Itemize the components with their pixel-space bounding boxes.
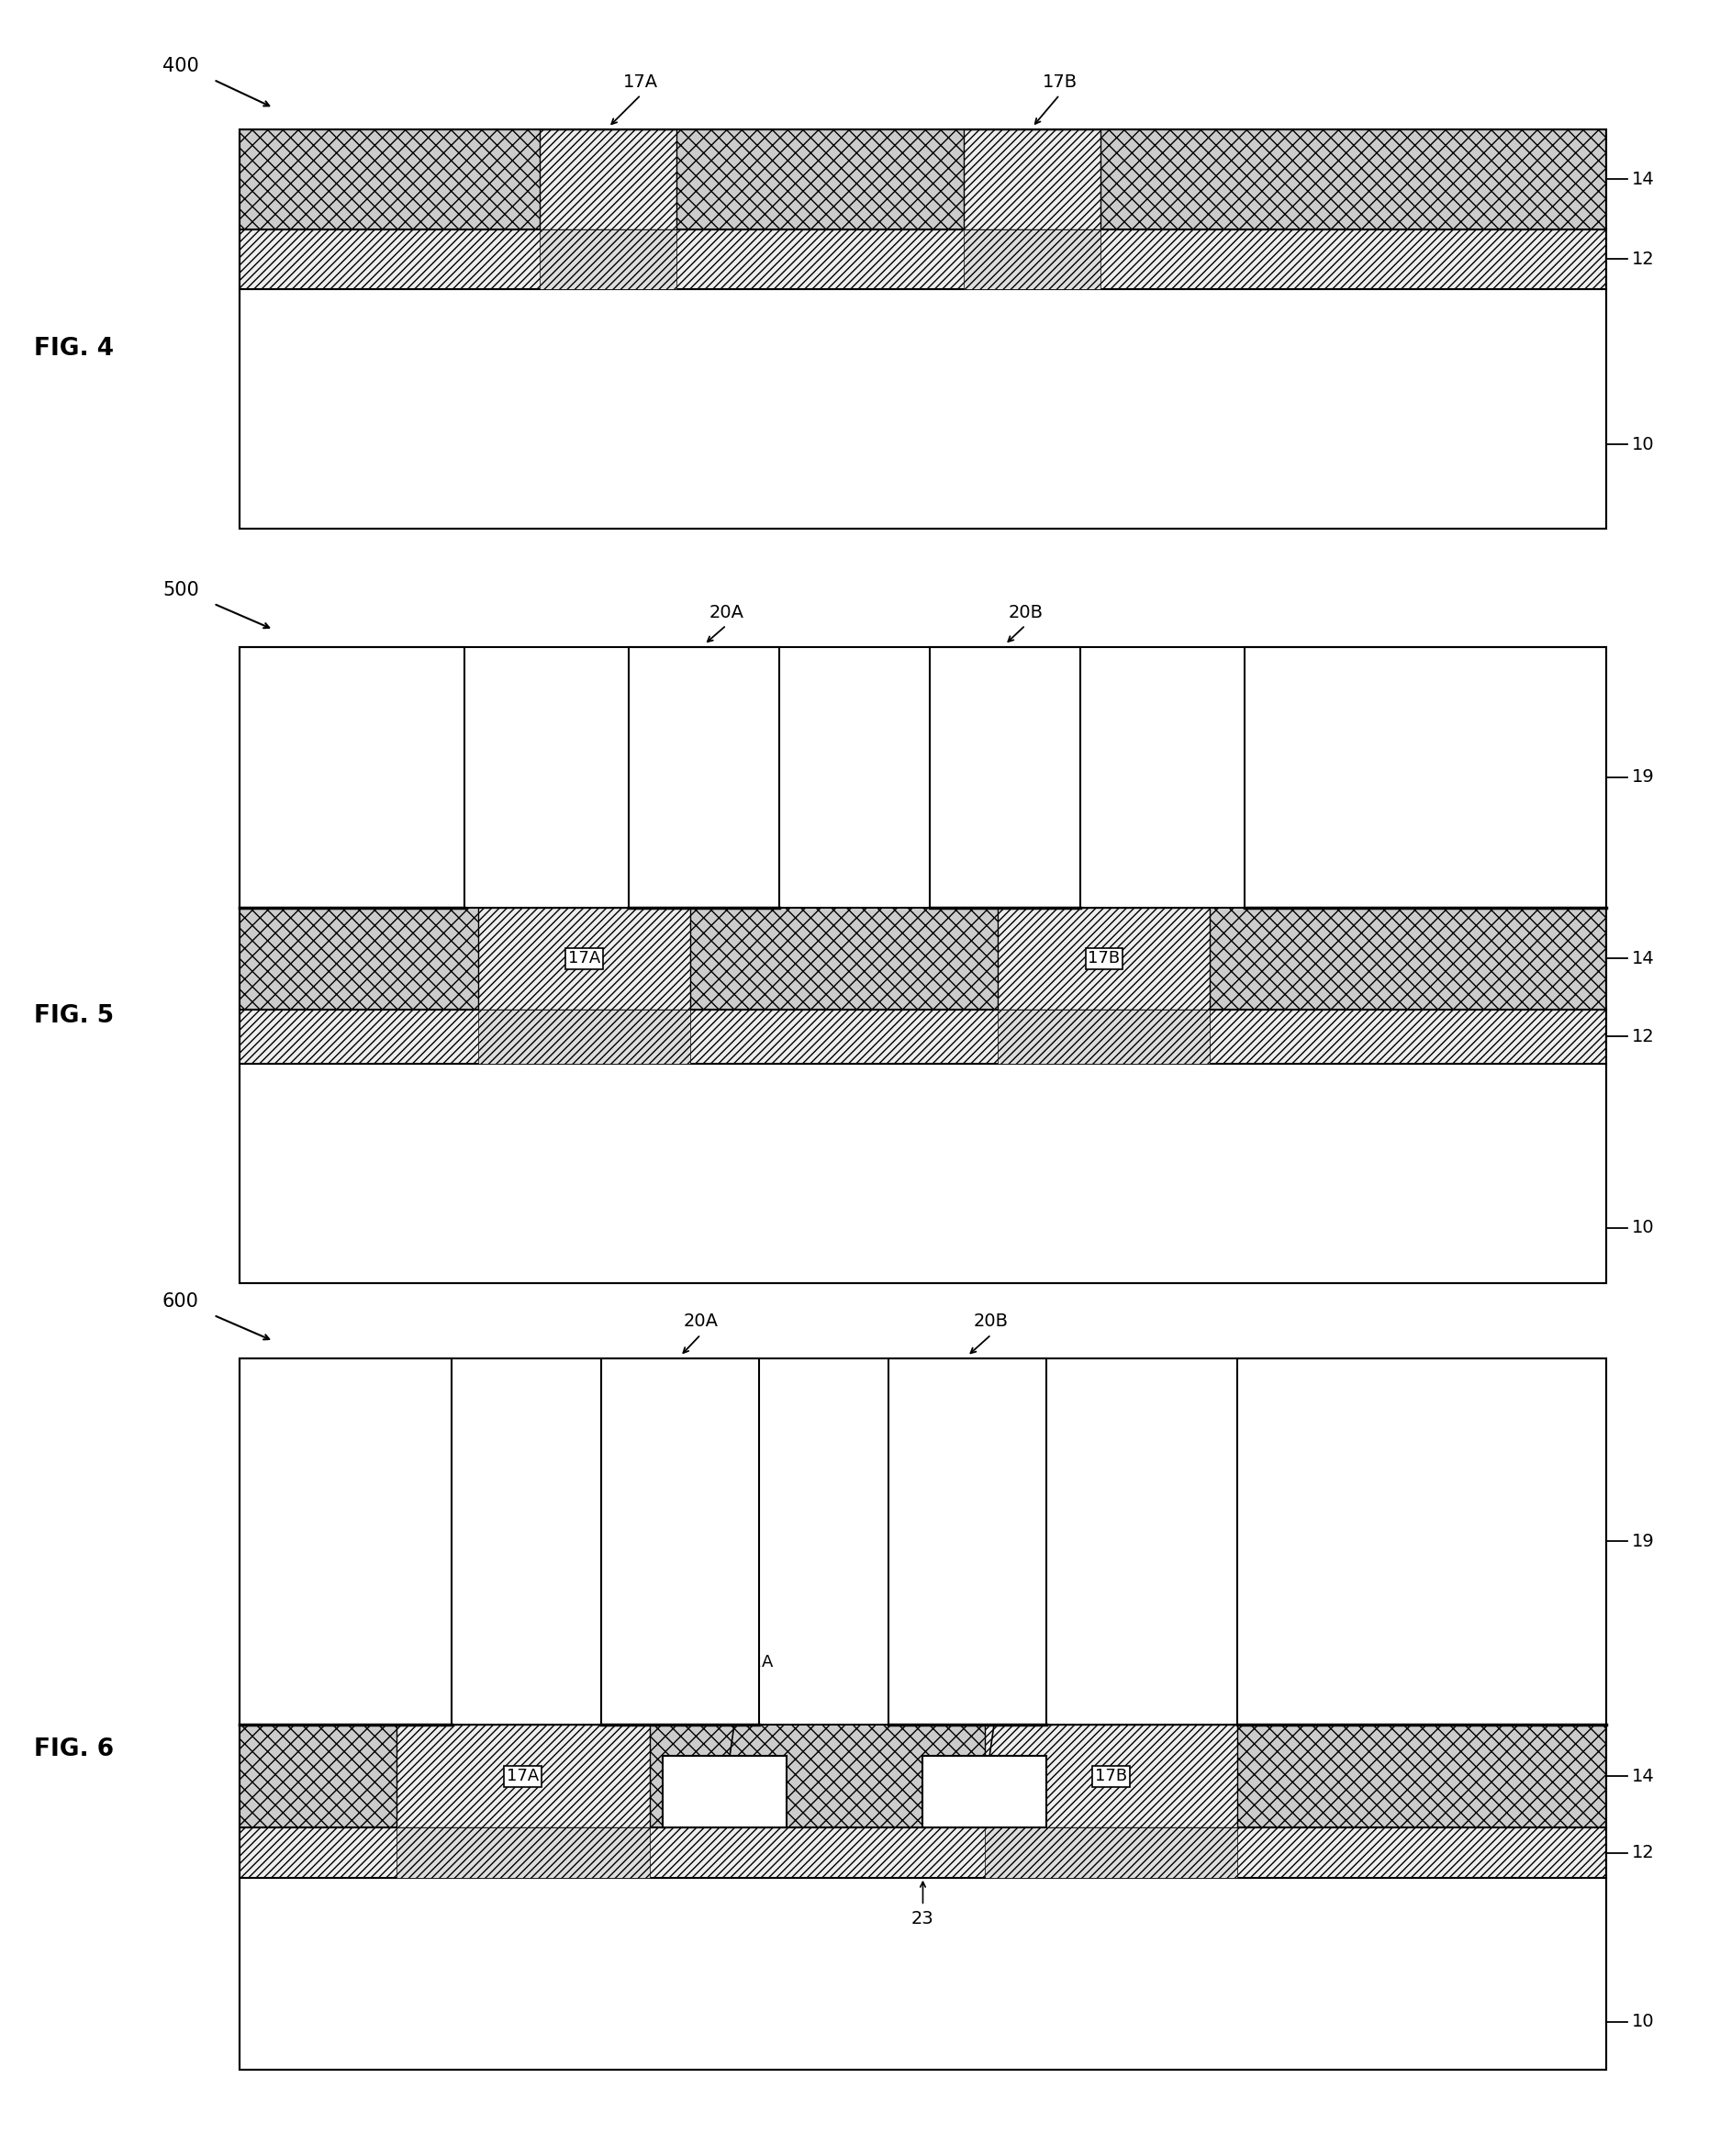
Bar: [629, 647, 779, 908]
Text: 17B: 17B: [1042, 73, 1077, 91]
Text: 12: 12: [1632, 250, 1654, 267]
Text: 10: 10: [1632, 1220, 1654, 1238]
Text: 17B: 17B: [1095, 1768, 1126, 1785]
Bar: [239, 1725, 1606, 1828]
Bar: [239, 1009, 1606, 1063]
Bar: [239, 129, 1606, 528]
Bar: [239, 1358, 451, 1725]
Text: 22A: 22A: [742, 1654, 774, 1671]
Bar: [239, 647, 465, 908]
Text: 12: 12: [1632, 1843, 1654, 1861]
Bar: [239, 229, 1606, 289]
Bar: [1237, 1358, 1606, 1725]
Text: 14: 14: [1632, 951, 1654, 968]
Text: 19: 19: [1632, 768, 1654, 787]
Bar: [930, 647, 1080, 908]
Bar: [239, 1828, 1606, 1878]
Text: 10: 10: [1632, 2014, 1654, 2031]
Text: FIG. 4: FIG. 4: [34, 336, 115, 360]
Text: 10: 10: [1632, 436, 1654, 453]
Text: 20A: 20A: [709, 604, 743, 621]
Text: 22B: 22B: [1001, 1654, 1034, 1671]
Text: FIG. 6: FIG. 6: [34, 1738, 115, 1761]
Bar: [964, 129, 1101, 229]
Text: 12: 12: [1632, 1028, 1654, 1046]
Text: 600: 600: [162, 1291, 198, 1311]
Bar: [396, 1725, 649, 1828]
Bar: [239, 289, 1606, 528]
Bar: [984, 1725, 1237, 1828]
Bar: [239, 129, 1606, 229]
Bar: [964, 229, 1101, 289]
Text: 23: 23: [911, 1910, 935, 1927]
Bar: [239, 1358, 1606, 2070]
Text: 17A: 17A: [624, 73, 658, 91]
Text: 400: 400: [162, 56, 198, 75]
Bar: [602, 1358, 759, 1725]
Bar: [239, 908, 1606, 1009]
Text: 20B: 20B: [974, 1313, 1008, 1330]
Bar: [479, 1009, 690, 1063]
Text: 500: 500: [162, 580, 198, 599]
Text: 20A: 20A: [684, 1313, 718, 1330]
Text: FIG. 5: FIG. 5: [34, 1005, 115, 1028]
Bar: [889, 1358, 1046, 1725]
Text: 17A: 17A: [569, 951, 600, 966]
Text: 20B: 20B: [1008, 604, 1042, 621]
Bar: [1244, 647, 1606, 908]
Text: 14: 14: [1632, 170, 1654, 188]
Bar: [540, 129, 677, 229]
Bar: [923, 1755, 1046, 1828]
Bar: [239, 647, 1606, 1283]
Text: 17B: 17B: [1089, 951, 1119, 966]
Bar: [998, 1009, 1210, 1063]
Bar: [998, 908, 1210, 1009]
Text: 14: 14: [1632, 1768, 1654, 1785]
Bar: [479, 908, 690, 1009]
Bar: [239, 1878, 1606, 2070]
Text: 17A: 17A: [508, 1768, 538, 1785]
Bar: [540, 229, 677, 289]
Text: 19: 19: [1632, 1533, 1654, 1550]
Bar: [396, 1828, 649, 1878]
Bar: [663, 1755, 786, 1828]
Bar: [239, 1063, 1606, 1283]
Bar: [984, 1828, 1237, 1878]
